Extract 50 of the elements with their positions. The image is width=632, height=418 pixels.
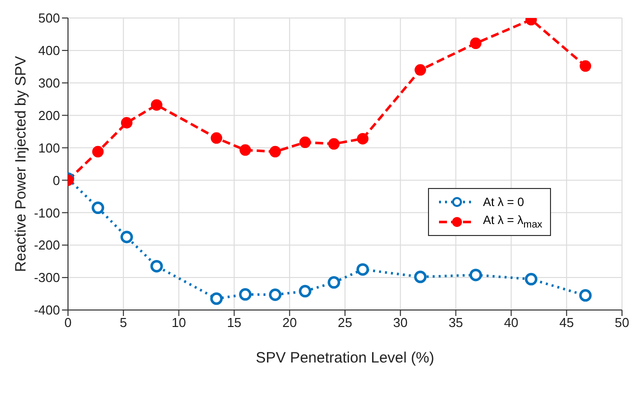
point	[356, 263, 369, 276]
point	[92, 146, 104, 158]
x-tick-label: 45	[559, 315, 574, 330]
point	[470, 38, 482, 50]
y-tick-label: 0	[52, 172, 60, 188]
point	[150, 99, 162, 111]
point	[239, 288, 252, 301]
y-tick-label: 200	[38, 108, 60, 123]
y-tick-label: 300	[38, 76, 60, 91]
legend-label: At λ = 0	[483, 195, 524, 209]
point	[298, 284, 312, 298]
point	[240, 144, 252, 156]
point	[210, 292, 223, 305]
x-tick-label: 5	[120, 315, 128, 330]
point	[579, 289, 592, 302]
y-tick-label: 400	[38, 43, 60, 58]
point	[328, 138, 340, 150]
y-tick-label: 500	[38, 10, 60, 26]
point	[469, 268, 482, 282]
point	[269, 146, 281, 158]
point	[299, 136, 311, 148]
point	[210, 132, 222, 144]
point	[414, 270, 427, 284]
point	[328, 276, 340, 289]
x-tick-label: 50	[614, 315, 630, 330]
x-tick-label: 15	[226, 315, 242, 330]
y-tick-label: 100	[38, 140, 60, 156]
x-tick-label: 0	[64, 315, 72, 330]
point	[120, 117, 132, 129]
y-tick-label: -300	[34, 270, 60, 286]
point	[524, 272, 538, 286]
x-tick-label: 10	[172, 315, 186, 330]
y-tick-label: -100	[34, 205, 60, 220]
x-axis-title: SPV Penetration Level (%)	[256, 350, 434, 367]
point	[92, 202, 104, 214]
legend-label: At λ = λ$_{max}$	[483, 213, 542, 231]
x-tick-label: 35	[448, 315, 464, 330]
point	[268, 288, 282, 301]
point	[120, 230, 133, 244]
point	[580, 60, 592, 72]
x-tick-label: 40	[504, 315, 518, 330]
point	[150, 260, 163, 272]
y-tick-label: -400	[34, 302, 60, 318]
x-tick-label: 25	[338, 315, 352, 330]
point	[356, 132, 368, 144]
x-tick-label: 20	[282, 315, 297, 330]
y-tick-label: -200	[34, 238, 60, 253]
point	[414, 64, 426, 76]
x-tick-label: 30	[393, 315, 408, 330]
y-axis-title: Reactive Power Injected by SPV	[12, 56, 30, 272]
